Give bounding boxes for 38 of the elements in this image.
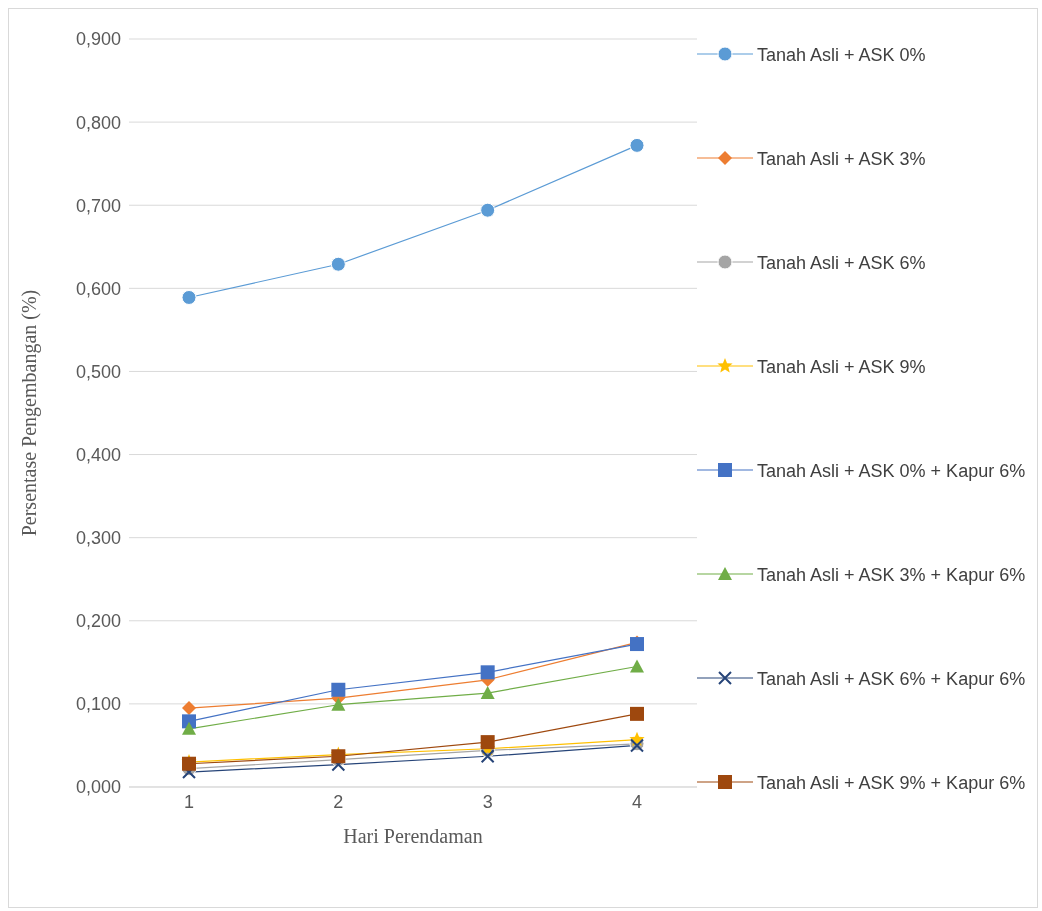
legend-label: Tanah Asli + ASK 9% — [757, 356, 927, 379]
x-tick-label: 4 — [631, 791, 643, 812]
y-tick-label: 0,500 — [75, 361, 121, 382]
legend-label: Tanah Asli + ASK 6% + Kapur 6% — [757, 668, 1027, 691]
x-tick-label: 3 — [482, 791, 493, 812]
point — [330, 256, 346, 272]
x-tick-label: 1 — [183, 791, 195, 812]
y-tick-label: 0,200 — [75, 611, 121, 632]
point — [480, 735, 495, 750]
point — [480, 665, 495, 680]
point — [181, 289, 197, 305]
legend-label: Tanah Asli + ASK 3% + Kapur 6% — [757, 564, 1027, 587]
y-tick-label: 0,700 — [75, 195, 121, 216]
point — [629, 137, 645, 153]
point — [480, 749, 495, 764]
x-tick-label: 2 — [333, 791, 344, 812]
point — [182, 721, 196, 735]
y-tick-label: 0,600 — [75, 278, 121, 299]
point — [182, 701, 196, 716]
legend-label: Tanah Asli + ASK 0% — [757, 44, 927, 67]
point — [331, 697, 346, 711]
y-tick-label: 0,900 — [75, 29, 121, 50]
legend-label: Tanah Asli + ASK 0% + Kapur 6% — [757, 460, 1027, 483]
y-axis-title: Persentase Pengembangan (%) — [18, 289, 42, 537]
point — [480, 202, 496, 218]
y-tick-label: 0,000 — [75, 777, 121, 798]
point — [630, 659, 644, 673]
x-axis-title: Hari Perendaman — [343, 825, 483, 847]
y-tick-label: 0,300 — [75, 528, 121, 549]
legend-label: Tanah Asli + ASK 3% — [757, 148, 927, 171]
y-tick-label: 0,400 — [75, 444, 121, 465]
y-tick-label: 0,800 — [75, 112, 121, 133]
point — [630, 706, 644, 721]
point — [331, 682, 346, 697]
y-tick-label: 0,100 — [75, 694, 121, 715]
legend-label: Tanah Asli + ASK 9% + Kapur 6% — [757, 772, 1027, 795]
point — [480, 686, 495, 700]
legend-label: Tanah Asli + ASK 6% — [757, 252, 927, 275]
